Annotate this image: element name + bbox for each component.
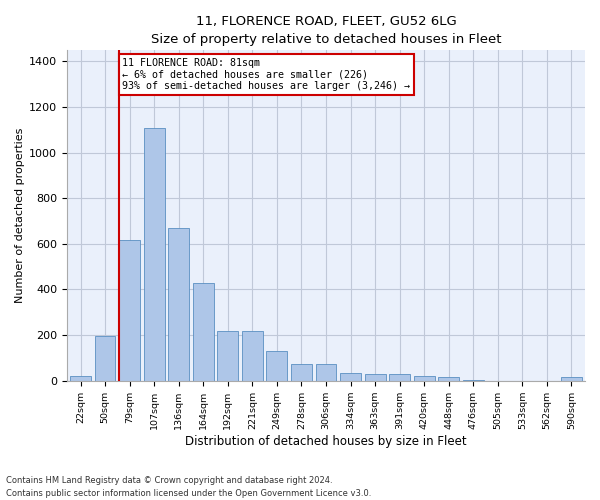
- Bar: [316, 364, 337, 380]
- Bar: [389, 374, 410, 380]
- Bar: [291, 364, 312, 380]
- X-axis label: Distribution of detached houses by size in Fleet: Distribution of detached houses by size …: [185, 434, 467, 448]
- Bar: [193, 282, 214, 380]
- Bar: [561, 378, 582, 380]
- Bar: [144, 128, 164, 380]
- Bar: [70, 376, 91, 380]
- Bar: [340, 372, 361, 380]
- Bar: [414, 376, 434, 380]
- Bar: [242, 330, 263, 380]
- Text: 11 FLORENCE ROAD: 81sqm
← 6% of detached houses are smaller (226)
93% of semi-de: 11 FLORENCE ROAD: 81sqm ← 6% of detached…: [122, 58, 410, 91]
- Bar: [95, 336, 115, 380]
- Text: Contains HM Land Registry data © Crown copyright and database right 2024.
Contai: Contains HM Land Registry data © Crown c…: [6, 476, 371, 498]
- Bar: [168, 228, 189, 380]
- Bar: [217, 330, 238, 380]
- Bar: [365, 374, 386, 380]
- Title: 11, FLORENCE ROAD, FLEET, GU52 6LG
Size of property relative to detached houses : 11, FLORENCE ROAD, FLEET, GU52 6LG Size …: [151, 15, 501, 46]
- Bar: [266, 351, 287, 380]
- Bar: [439, 378, 459, 380]
- Bar: [119, 240, 140, 380]
- Y-axis label: Number of detached properties: Number of detached properties: [15, 128, 25, 303]
